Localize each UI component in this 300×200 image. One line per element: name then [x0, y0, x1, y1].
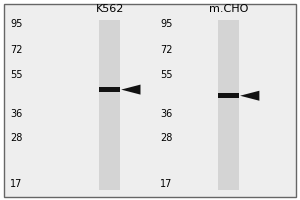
- Text: 17: 17: [160, 179, 173, 189]
- Bar: [100, 87, 120, 92]
- Text: K562: K562: [96, 4, 124, 14]
- Bar: [100, 20, 120, 190]
- Polygon shape: [121, 85, 140, 95]
- Text: 55: 55: [10, 70, 23, 80]
- Text: m.CHO: m.CHO: [209, 4, 248, 14]
- Text: 36: 36: [10, 109, 22, 119]
- Polygon shape: [240, 91, 260, 101]
- Text: 95: 95: [160, 19, 173, 29]
- Bar: [218, 93, 239, 98]
- Text: 36: 36: [160, 109, 173, 119]
- Text: 55: 55: [160, 70, 173, 80]
- Bar: [218, 20, 239, 190]
- Text: 95: 95: [10, 19, 23, 29]
- Text: 72: 72: [10, 45, 23, 55]
- Text: 17: 17: [10, 179, 23, 189]
- FancyBboxPatch shape: [4, 4, 296, 197]
- Text: 28: 28: [10, 133, 23, 143]
- Text: 28: 28: [160, 133, 173, 143]
- Text: 72: 72: [160, 45, 173, 55]
